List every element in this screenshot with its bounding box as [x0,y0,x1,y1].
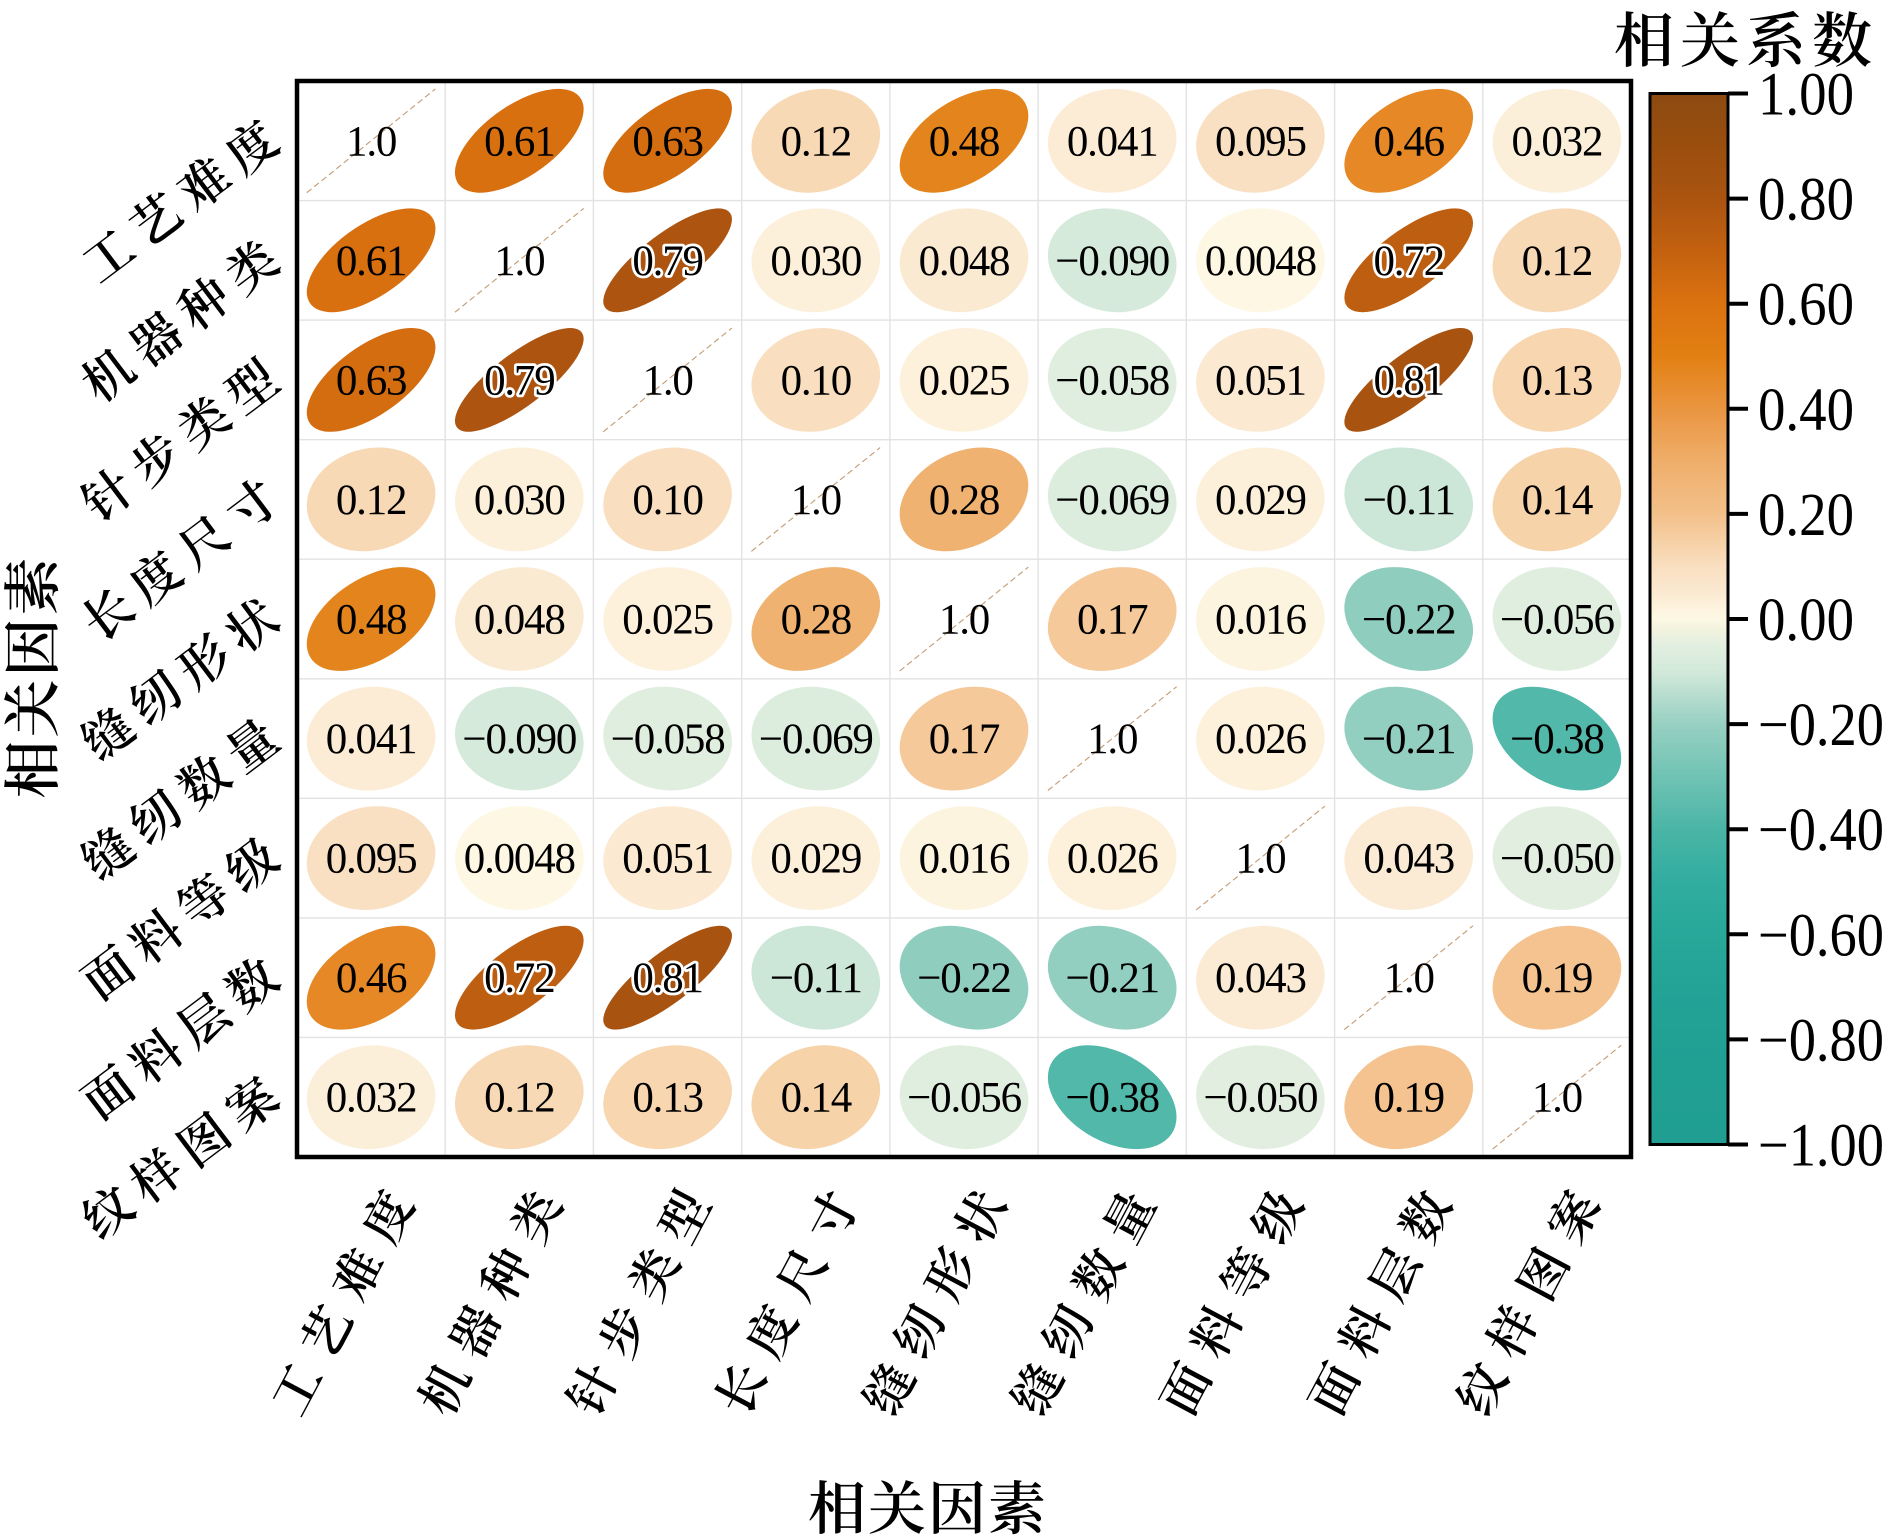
svg-text:−0.60: −0.60 [1758,902,1884,969]
svg-text:−0.090: −0.090 [462,716,576,763]
svg-text:0.032: 0.032 [1512,118,1603,165]
svg-text:−0.80: −0.80 [1758,1007,1884,1074]
svg-text:0.025: 0.025 [622,597,713,644]
svg-text:1.0: 1.0 [1384,955,1434,1002]
svg-text:−1.00: −1.00 [1758,1113,1884,1180]
svg-text:0.80: 0.80 [1758,167,1854,234]
svg-text:0.17: 0.17 [1077,597,1148,644]
svg-text:−0.22: −0.22 [1362,597,1456,644]
svg-text:−0.40: −0.40 [1758,797,1884,864]
svg-text:0.28: 0.28 [929,477,999,524]
svg-text:0.0048: 0.0048 [1205,238,1316,285]
svg-text:−0.20: −0.20 [1758,692,1884,759]
svg-text:0.030: 0.030 [770,238,861,285]
svg-text:0.72: 0.72 [484,955,554,1002]
svg-text:0.12: 0.12 [781,118,851,165]
svg-text:−0.069: −0.069 [759,716,873,763]
svg-text:−0.050: −0.050 [1203,1075,1317,1122]
svg-text:−0.21: −0.21 [1362,716,1456,763]
svg-text:0.095: 0.095 [326,836,417,883]
svg-text:0.025: 0.025 [919,357,1010,404]
svg-text:0.79: 0.79 [632,238,702,285]
svg-text:1.0: 1.0 [791,477,841,524]
svg-text:0.17: 0.17 [929,716,1000,763]
svg-text:0.63: 0.63 [632,118,702,165]
svg-text:0.043: 0.043 [1363,836,1454,883]
svg-text:0.043: 0.043 [1215,955,1306,1002]
svg-text:0.029: 0.029 [1215,477,1306,524]
svg-text:−0.058: −0.058 [611,716,725,763]
svg-text:−0.056: −0.056 [1500,597,1615,644]
svg-text:−0.056: −0.056 [907,1075,1022,1122]
svg-text:1.0: 1.0 [939,597,989,644]
svg-text:−0.069: −0.069 [1055,477,1169,524]
svg-text:−0.21: −0.21 [1065,955,1159,1002]
svg-text:1.0: 1.0 [1235,836,1285,883]
svg-text:0.46: 0.46 [336,955,407,1002]
svg-text:−0.090: −0.090 [1055,238,1169,285]
svg-text:0.48: 0.48 [336,597,406,644]
svg-text:0.030: 0.030 [474,477,565,524]
svg-text:0.14: 0.14 [781,1075,852,1122]
svg-text:0.032: 0.032 [326,1075,417,1122]
svg-text:−0.050: −0.050 [1500,836,1614,883]
svg-text:0.48: 0.48 [929,118,999,165]
svg-text:1.0: 1.0 [494,238,544,285]
svg-text:0.20: 0.20 [1758,482,1854,549]
svg-text:0.13: 0.13 [1522,357,1592,404]
svg-text:0.095: 0.095 [1215,118,1306,165]
svg-text:0.46: 0.46 [1373,118,1444,165]
svg-text:0.19: 0.19 [1373,1075,1443,1122]
svg-text:0.026: 0.026 [1215,716,1306,763]
svg-text:0.81: 0.81 [632,955,702,1002]
svg-text:0.029: 0.029 [770,836,861,883]
svg-text:0.0048: 0.0048 [464,836,575,883]
svg-text:0.72: 0.72 [1373,238,1443,285]
svg-text:0.041: 0.041 [326,716,417,763]
svg-text:0.12: 0.12 [336,477,406,524]
svg-text:0.12: 0.12 [484,1075,554,1122]
svg-text:1.0: 1.0 [1087,716,1137,763]
svg-text:0.048: 0.048 [474,597,565,644]
svg-text:−0.38: −0.38 [1510,716,1604,763]
svg-text:0.051: 0.051 [1215,357,1306,404]
svg-text:0.10: 0.10 [781,357,851,404]
svg-text:0.61: 0.61 [484,118,554,165]
svg-text:0.016: 0.016 [919,836,1010,883]
svg-text:0.19: 0.19 [1522,955,1592,1002]
svg-text:0.051: 0.051 [622,836,713,883]
svg-text:0.81: 0.81 [1373,357,1443,404]
svg-text:−0.22: −0.22 [917,955,1011,1002]
svg-text:0.00: 0.00 [1758,587,1854,654]
svg-text:0.61: 0.61 [336,238,406,285]
svg-text:0.13: 0.13 [632,1075,702,1122]
svg-text:0.28: 0.28 [781,597,851,644]
svg-text:1.00: 1.00 [1758,62,1854,129]
svg-text:−0.11: −0.11 [770,955,862,1002]
svg-text:0.041: 0.041 [1067,118,1158,165]
svg-text:1.0: 1.0 [643,357,693,404]
svg-text:1.0: 1.0 [346,118,396,165]
svg-text:−0.11: −0.11 [1363,477,1455,524]
svg-text:−0.38: −0.38 [1065,1075,1159,1122]
svg-text:0.016: 0.016 [1215,597,1306,644]
svg-text:0.79: 0.79 [484,357,554,404]
svg-text:0.14: 0.14 [1522,477,1593,524]
svg-text:−0.058: −0.058 [1055,357,1169,404]
svg-text:0.40: 0.40 [1758,377,1854,444]
svg-text:0.12: 0.12 [1522,238,1592,285]
svg-text:0.048: 0.048 [919,238,1010,285]
svg-text:1.0: 1.0 [1532,1075,1582,1122]
svg-text:0.026: 0.026 [1067,836,1158,883]
svg-text:0.63: 0.63 [336,357,406,404]
svg-text:0.10: 0.10 [632,477,702,524]
svg-text:0.60: 0.60 [1758,272,1854,339]
